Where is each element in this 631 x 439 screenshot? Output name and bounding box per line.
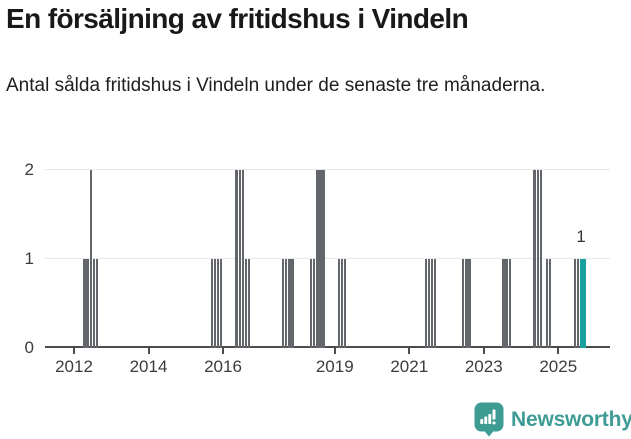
bar <box>83 259 86 348</box>
bar <box>434 259 437 348</box>
bar-highlighted <box>583 259 587 348</box>
x-axis-tick <box>73 348 75 354</box>
bar <box>213 259 217 348</box>
gridline-y1 <box>45 258 610 259</box>
bar <box>573 259 577 348</box>
x-axis-tick <box>222 348 224 354</box>
bar <box>288 259 291 348</box>
bar <box>539 170 543 348</box>
x-axis-label: 2019 <box>315 357 354 376</box>
bar <box>244 259 248 348</box>
bar <box>238 170 241 348</box>
bar <box>285 259 288 348</box>
bar <box>316 170 319 348</box>
bar <box>430 259 434 348</box>
x-axis-label: 2012 <box>55 357 93 376</box>
bar <box>502 259 505 348</box>
bar <box>462 259 465 348</box>
x-axis-label: 2021 <box>390 357 429 376</box>
x-axis-line <box>45 346 610 348</box>
page-subtitle: Antal sålda fritidshus i Vindeln under d… <box>6 75 546 96</box>
bar <box>241 170 245 348</box>
bar <box>465 259 468 348</box>
x-axis-tick <box>557 348 560 354</box>
bar <box>536 170 539 348</box>
bar <box>340 259 344 348</box>
bar <box>468 259 471 348</box>
bar <box>424 259 428 348</box>
bar-value-label: 1 <box>576 227 586 246</box>
bar-highlighted <box>579 259 584 348</box>
x-axis-tick <box>333 348 336 354</box>
bar <box>309 259 313 348</box>
bar <box>576 259 580 348</box>
x-axis-label: 2025 <box>539 357 578 376</box>
newsworthy-logo: Newsworthy <box>474 402 631 437</box>
bar <box>344 259 347 348</box>
page-title: En försäljning av fritidshus i Vindeln <box>6 3 469 34</box>
x-axis-tick <box>147 348 150 354</box>
x-axis-label: 2014 <box>129 357 168 376</box>
bar <box>247 259 251 348</box>
bar <box>216 259 220 348</box>
y-axis-label: 1 <box>24 249 34 268</box>
bar <box>86 259 89 348</box>
bar <box>281 259 285 348</box>
bar <box>545 259 549 348</box>
bar <box>313 259 316 348</box>
bar <box>89 170 92 348</box>
newsworthy-wordmark: Newsworthy <box>511 407 631 431</box>
x-axis-tick <box>408 348 411 354</box>
bar <box>319 170 322 348</box>
bar <box>505 259 508 348</box>
bar <box>291 259 294 348</box>
gridline-y2 <box>45 169 610 170</box>
bar <box>235 170 238 348</box>
newsworthy-bubble-chart-icon <box>474 402 504 437</box>
y-axis-label: 2 <box>24 160 34 179</box>
bar <box>427 259 431 348</box>
y-axis-label: 0 <box>24 338 34 357</box>
bar <box>337 259 341 348</box>
x-axis-label: 2016 <box>204 357 242 376</box>
bar <box>548 259 552 348</box>
bar <box>95 259 99 348</box>
x-axis-label: 2023 <box>464 357 503 376</box>
bar <box>508 259 511 348</box>
bar <box>92 259 96 348</box>
x-axis-tick <box>482 348 485 354</box>
bar <box>219 259 223 348</box>
bar <box>322 170 325 348</box>
bar <box>533 170 536 348</box>
bar <box>210 259 213 348</box>
